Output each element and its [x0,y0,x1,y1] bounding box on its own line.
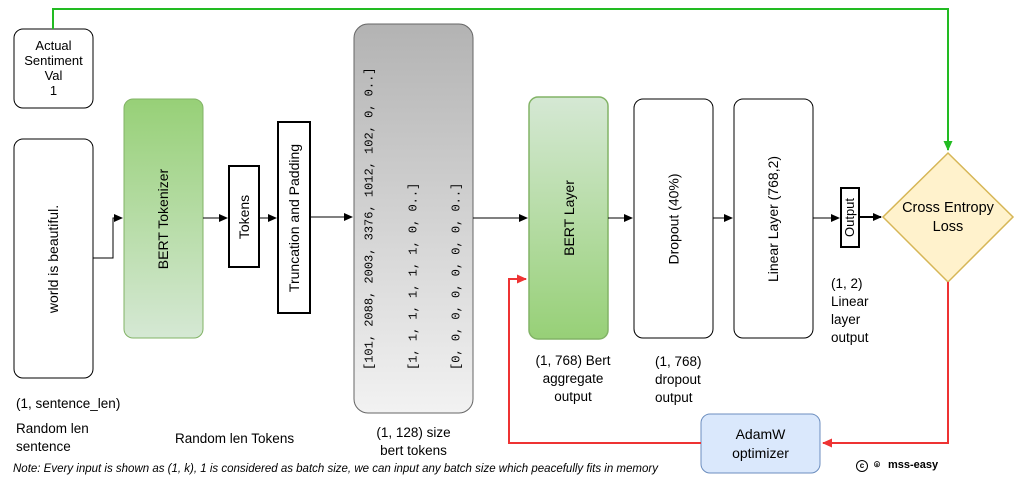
output-label: Output [842,197,858,238]
bert-layer-caption-line: output [554,389,592,404]
loss-label: Cross Entropy Loss [888,199,1008,237]
credit-name: mss-easy [888,459,939,471]
adamw-label: AdamW optimizer [701,425,820,463]
bert-layer-label: BERT Layer [560,180,577,256]
adamw-label-line: optimizer [732,445,789,461]
bert-tokens-text-wrap: [101, 2088, 2003, 3376, 1012, 102, 0, 0.… [354,24,473,413]
bert-tokens-rows: [101, 2088, 2003, 3376, 1012, 102, 0, 0.… [334,67,494,369]
tokenizer-label-wrap: BERT Tokenizer [124,99,203,338]
bert-tokens-caption: (1, 128) size bert tokens [354,424,473,460]
dropout-caption-line: dropout [655,372,701,387]
actual-sentiment-line: Val [44,68,63,83]
token-type-row: [0, 0, 0, 0, 0, 0, 0, 0..] [449,182,464,370]
linear-caption: (1, 2) Linear layer output [831,275,869,347]
dropout-caption: (1, 768) dropout output [655,353,702,407]
actual-sentiment-line: Actual [35,38,72,53]
sentence-caption: Random len sentence [16,420,89,456]
sentence-shape-caption: (1, sentence_len) [16,396,121,411]
credit: c ⌾ mss-easy [856,456,938,475]
truncation-label: Truncation and Padding [286,143,302,292]
linear-caption-line: output [831,330,869,345]
dropout-label: Dropout (40%) [665,172,682,265]
bert-tokens-caption-line: bert tokens [380,443,447,458]
sentence-caption-line: sentence [16,439,71,454]
token-ids-row: [101, 2088, 2003, 3376, 1012, 102, 0, 0.… [362,67,377,370]
truncation-box [277,121,311,314]
linear-caption-line: Linear [831,294,869,309]
output-label-wrap: Output [841,188,859,247]
linear-label-wrap: Linear Layer (768,2) [734,99,813,338]
optimizer-to-bert-arrow [508,274,701,444]
creative-commons-icon: c [856,460,868,472]
actual-sentiment-line: 1 [49,83,58,98]
loss-label-line: Loss [932,219,964,235]
dropout-caption-line: (1, 768) [655,354,702,369]
adamw-label-line: AdamW [735,426,786,442]
bert-layer-caption-line: (1, 768) Bert [535,353,611,368]
tokens-label-wrap: Tokens [229,166,259,267]
sentence-text: world is beautiful. [45,204,62,313]
linear-caption-line: layer [831,312,861,327]
truncation-label-wrap: Truncation and Padding [278,122,310,313]
linear-caption-line: (1, 2) [831,276,863,291]
dropout-label-wrap: Dropout (40%) [634,99,713,338]
sentence-caption-line: Random len [16,421,89,436]
dropout-caption-line: output [655,390,693,405]
tokenizer-caption: Random len Tokens [175,431,295,446]
batch-size-note: Note: Every input is shown as (1, k), 1 … [13,463,658,475]
sentence-text-wrap: world is beautiful. [14,139,93,378]
bert-layer-caption: (1, 768) Bert aggregate output [522,352,624,406]
bert-tokens-caption-line: (1, 128) size [376,425,451,440]
loss-to-optimizer-arrow [822,282,949,448]
loss-label-line: Cross Entropy [902,200,994,216]
bert-layer-label-wrap: BERT Layer [529,97,608,339]
github-icon: ⌾ [874,460,880,471]
sentence-to-tokenizer-arrow [93,214,123,259]
label-to-loss-arrow [52,8,953,151]
attention-mask-row: [1, 1, 1, 1, 1, 1, 0, 0..] [406,182,421,370]
tokens-label: Tokens [236,194,253,239]
bert-layer-caption-line: aggregate [542,371,604,386]
actual-sentiment-label: Actual Sentiment Val 1 [14,38,93,98]
tokens-box [228,165,260,268]
linear-label: Linear Layer (768,2) [765,155,782,282]
tokenizer-label: BERT Tokenizer [155,168,172,269]
actual-sentiment-line: Sentiment [24,53,83,68]
